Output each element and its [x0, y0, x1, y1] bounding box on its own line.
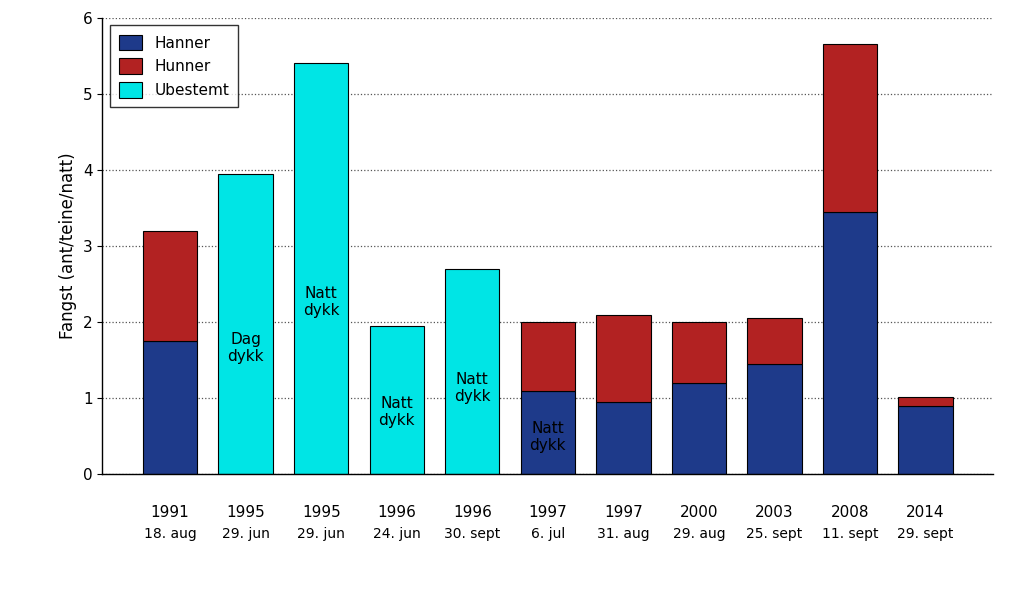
Bar: [520, 322, 575, 391]
Text: Natt
dykk: Natt dykk: [303, 286, 339, 318]
Text: 1996: 1996: [377, 505, 416, 520]
Text: 29. sept: 29. sept: [897, 527, 953, 541]
Text: 1997: 1997: [604, 505, 643, 520]
Bar: [596, 315, 650, 402]
Text: Natt
dykk: Natt dykk: [379, 396, 415, 428]
Text: 1996: 1996: [453, 505, 492, 520]
Text: 2003: 2003: [755, 505, 794, 520]
Text: 2008: 2008: [830, 505, 869, 520]
Y-axis label: Fangst (ant/teine/natt): Fangst (ant/teine/natt): [59, 153, 78, 339]
Text: 6. jul: 6. jul: [530, 527, 565, 541]
Text: 11. sept: 11. sept: [822, 527, 879, 541]
Bar: [898, 397, 952, 406]
Text: 2014: 2014: [906, 505, 945, 520]
Bar: [898, 406, 952, 474]
Bar: [823, 44, 878, 212]
Bar: [143, 341, 198, 474]
Text: 29. jun: 29. jun: [222, 527, 269, 541]
Bar: [748, 318, 802, 364]
Bar: [672, 383, 726, 474]
Bar: [370, 326, 424, 474]
Legend: Hanner, Hunner, Ubestemt: Hanner, Hunner, Ubestemt: [110, 25, 239, 107]
Bar: [218, 174, 272, 474]
Text: 18. aug: 18. aug: [143, 527, 197, 541]
Text: Natt
dykk: Natt dykk: [529, 420, 566, 453]
Text: 31. aug: 31. aug: [597, 527, 649, 541]
Bar: [823, 212, 878, 474]
Bar: [672, 322, 726, 383]
Text: Natt
dykk: Natt dykk: [454, 372, 490, 404]
Text: 24. jun: 24. jun: [373, 527, 421, 541]
Bar: [748, 364, 802, 474]
Text: 1995: 1995: [302, 505, 341, 520]
Bar: [520, 391, 575, 474]
Text: 29. aug: 29. aug: [673, 527, 725, 541]
Text: 25. sept: 25. sept: [746, 527, 803, 541]
Text: Dag
dykk: Dag dykk: [227, 332, 264, 364]
Bar: [143, 231, 198, 341]
Text: 1997: 1997: [528, 505, 567, 520]
Text: 1995: 1995: [226, 505, 265, 520]
Bar: [445, 269, 500, 474]
Text: 2000: 2000: [680, 505, 718, 520]
Text: 29. jun: 29. jun: [297, 527, 345, 541]
Text: 1991: 1991: [151, 505, 189, 520]
Text: 30. sept: 30. sept: [444, 527, 501, 541]
Bar: [294, 63, 348, 474]
Bar: [596, 402, 650, 474]
